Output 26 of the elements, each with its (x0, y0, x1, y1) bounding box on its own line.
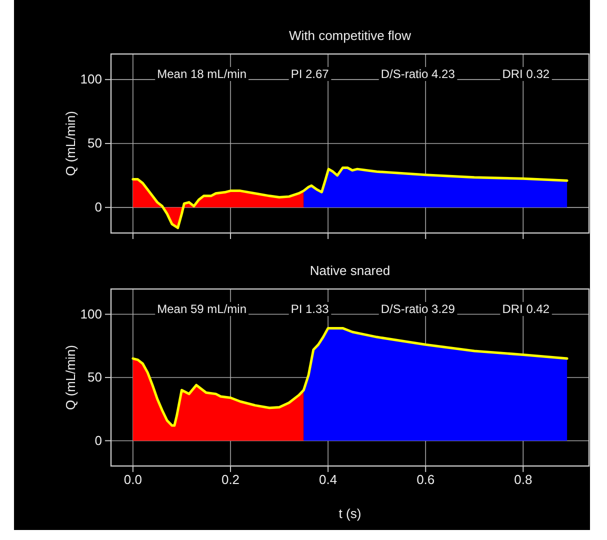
x-tick-label: 0.0 (124, 472, 142, 488)
line-series (132, 166, 568, 230)
y-tick-label: 0 (94, 432, 102, 448)
y-tick-label: 50 (88, 370, 102, 385)
x-axis-title: t (s) (338, 506, 362, 521)
annotation: PI 2.67 (290, 67, 330, 81)
y-axis-title: Q (mL/min) (63, 345, 78, 410)
y-tick-label: 50 (88, 136, 102, 151)
x-tick-label: 0.4 (319, 472, 338, 488)
line-series (132, 326, 568, 427)
x-tick-label: 0.8 (514, 472, 532, 488)
annotation: Mean 18 mL/min (157, 67, 247, 81)
annotation: D/S-ratio 3.29 (380, 302, 456, 316)
y-axis-title: Q (mL/min) (63, 111, 78, 176)
chart-title: Native snared (310, 263, 390, 278)
y-tick-label: 100 (80, 72, 102, 87)
x-tick-label: 0.2 (221, 472, 240, 488)
annotation: DRI 0.32 (502, 67, 550, 81)
y-tick-label: 100 (80, 306, 102, 322)
annotation: DRI 0.42 (502, 302, 550, 316)
annotation: Mean 59 mL/min (157, 302, 247, 316)
y-tick-label: 0 (94, 200, 102, 215)
chart-title: With competitive flow (288, 28, 412, 43)
x-tick-label: 0.6 (416, 472, 435, 488)
annotation: D/S-ratio 4.23 (380, 67, 456, 81)
annotation: PI 1.33 (290, 302, 330, 316)
